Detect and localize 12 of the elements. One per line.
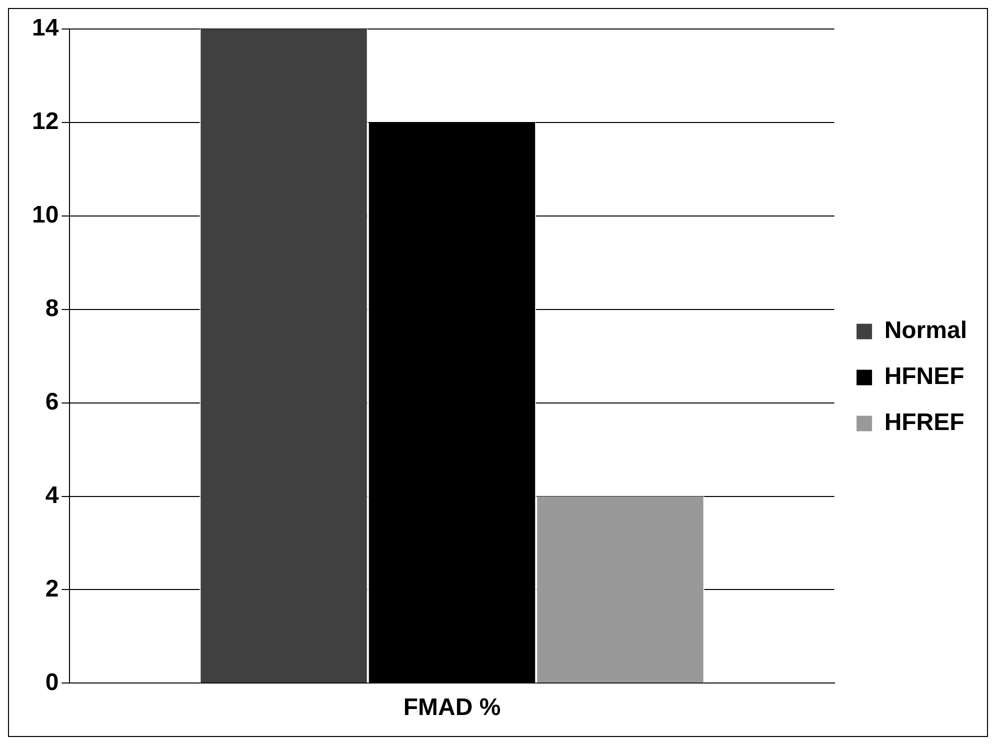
y-tick-label: 6 xyxy=(45,388,59,416)
y-tick-label: 4 xyxy=(45,482,60,509)
legend-label: HFNEF xyxy=(884,363,964,390)
y-tick-label: 10 xyxy=(32,202,59,229)
y-tick-label: 14 xyxy=(32,14,60,42)
legend-label: HFREF xyxy=(884,409,964,436)
y-tick-label: 8 xyxy=(45,294,59,322)
y-tick-label: 0 xyxy=(45,668,59,696)
y-tick-label: 12 xyxy=(32,108,59,136)
y-tick-label: 2 xyxy=(45,575,59,602)
legend-label: Normal xyxy=(884,317,967,344)
x-tick-label: FMAD % xyxy=(403,694,501,722)
